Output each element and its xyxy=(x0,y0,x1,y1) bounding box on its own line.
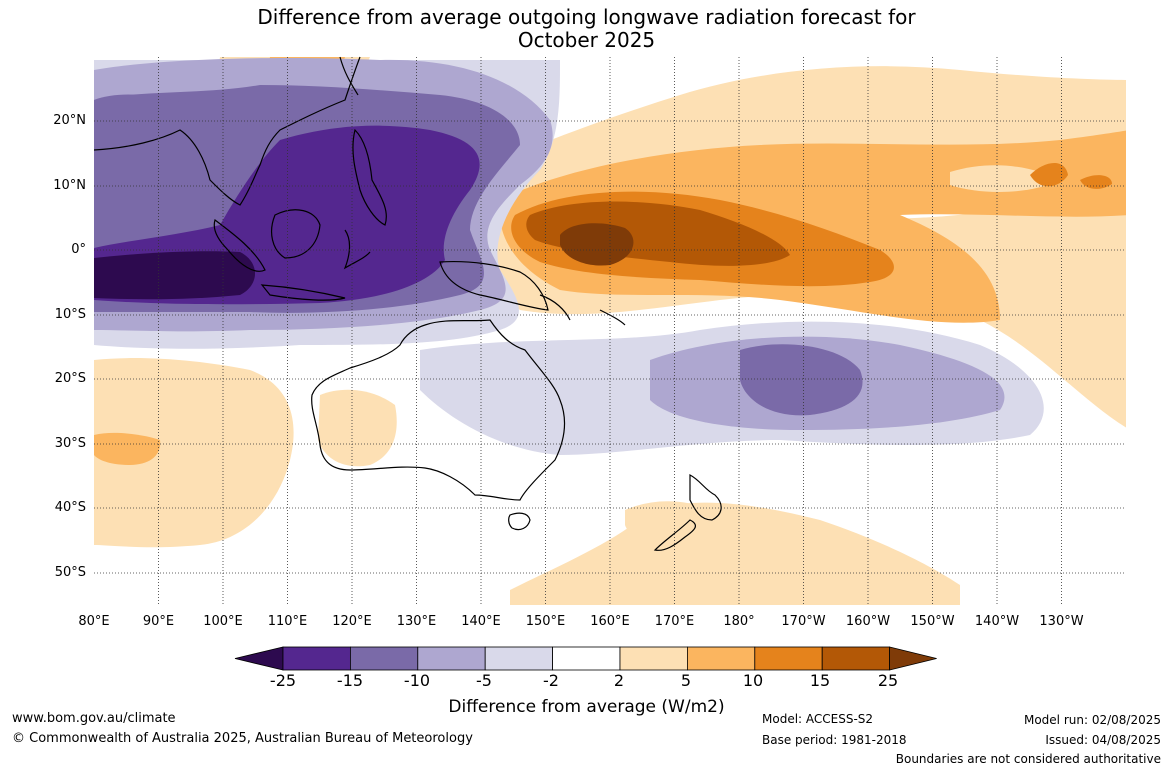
lon-label-160w: 160°W xyxy=(845,614,891,629)
colorbar-swatch-9 xyxy=(821,646,891,671)
anomaly-negative-strong-south xyxy=(740,344,863,416)
colorbar-tick-8: 15 xyxy=(809,671,831,690)
graticule xyxy=(94,57,1126,605)
anomaly-positive-light-nz xyxy=(625,501,731,550)
tasmania-coastline xyxy=(508,512,531,531)
anomaly-positive-medium-sw xyxy=(94,432,161,465)
anomaly-neutral-gap-ne xyxy=(950,165,1060,192)
chart-title-line-1: Difference from average outgoing longwav… xyxy=(257,5,916,29)
colorbar-tick-6: 5 xyxy=(680,671,692,690)
colorbar-swatch-7 xyxy=(687,646,756,671)
lon-label-90e: 90°E xyxy=(142,614,175,629)
anomaly-positive-light-tasman xyxy=(510,502,960,605)
colorbar-label: Difference from average (W/m2) xyxy=(448,697,725,717)
sulawesi-coastline xyxy=(343,229,371,270)
java-coastline xyxy=(260,284,346,301)
japan-coastline xyxy=(339,56,359,96)
lon-label-130e: 130°E xyxy=(396,614,437,629)
colorbar-tick-7: 10 xyxy=(742,671,764,690)
base-period-text: Base period: 1981-2018 xyxy=(762,733,907,747)
lat-label-10n: 10°N xyxy=(53,178,86,193)
lon-label-120e: 120°E xyxy=(332,614,372,629)
lon-label-140w: 140°W xyxy=(974,614,1020,629)
anomaly-positive-extreme-core xyxy=(560,223,634,266)
colorbar-tick-4: -2 xyxy=(543,671,559,690)
anomaly-positive-strong-ne xyxy=(1030,162,1068,187)
colorbar-tick-0: -25 xyxy=(269,671,297,690)
lon-label-130w: 130°W xyxy=(1039,614,1084,629)
lon-label-170e: 170°E xyxy=(654,614,695,629)
sumatra-coastline xyxy=(213,219,266,272)
lon-label-170w: 170°W xyxy=(781,614,826,629)
borneo-coastline xyxy=(271,209,321,259)
anomaly-positive-light-sw xyxy=(94,358,294,548)
lat-label-10s: 10°S xyxy=(54,307,86,322)
boundaries-disclaimer: Boundaries are not considered authoritat… xyxy=(895,752,1161,766)
new-guinea-coastline xyxy=(439,261,549,311)
colorbar-extend-max xyxy=(889,646,937,671)
colorbar-swatch-8 xyxy=(754,646,823,671)
model-text: Model: ACCESS-S2 xyxy=(762,712,874,726)
lon-label-100e: 100°E xyxy=(203,614,243,629)
lat-label-30s: 30°S xyxy=(54,436,86,451)
lat-label-50s: 50°S xyxy=(54,565,86,580)
colorbar-swatches xyxy=(234,646,937,671)
issued-text: Issued: 04/08/2025 xyxy=(1045,733,1161,747)
colorbar-swatch-3 xyxy=(417,646,486,671)
model-run-text: Model run: 02/08/2025 xyxy=(1023,713,1161,727)
colorbar-swatch-4 xyxy=(484,646,554,671)
colorbar-tick-3: -5 xyxy=(476,671,492,690)
philippines-coastline xyxy=(352,128,387,226)
colorbar-tick-5: 2 xyxy=(613,671,625,690)
lon-label-150e: 150°E xyxy=(525,614,566,629)
chart-title-line-2: October 2025 xyxy=(517,28,656,52)
lat-label-40s: 40°S xyxy=(54,500,86,515)
lat-label-0: 0° xyxy=(71,242,86,257)
copyright-text: © Commonwealth of Australia 2025, Austra… xyxy=(12,731,473,746)
colorbar-extend-min xyxy=(234,646,284,671)
australia-coastline xyxy=(311,319,566,501)
anomaly-negative-extreme-core xyxy=(94,251,255,300)
colorbar-swatch-2 xyxy=(349,646,419,671)
website-text: www.bom.gov.au/climate xyxy=(12,711,176,726)
png-islands-coastline xyxy=(539,294,626,326)
lat-label-20s: 20°S xyxy=(54,371,86,386)
anomaly-fill-layer xyxy=(94,57,1126,605)
colorbar-tick-1: -15 xyxy=(336,671,364,690)
colorbar-swatch-1 xyxy=(282,646,351,671)
anomaly-negative-medium-west xyxy=(94,94,191,151)
lon-label-110e: 110°E xyxy=(267,614,308,629)
anomaly-positive-light-australia xyxy=(318,389,397,467)
lon-label-140e: 140°E xyxy=(461,614,501,629)
new-zealand-north-coastline xyxy=(689,474,722,521)
anomaly-positive-strong-ne-2 xyxy=(1080,175,1112,189)
new-zealand-south-coastline xyxy=(653,519,697,551)
lon-label-180: 180° xyxy=(723,614,755,629)
lon-label-80e: 80°E xyxy=(78,614,110,629)
colorbar-swatch-5 xyxy=(552,646,621,671)
lat-label-20n: 20°N xyxy=(53,113,86,128)
colorbar-swatch-6 xyxy=(619,646,688,671)
lon-label-150w: 150°W xyxy=(910,614,955,629)
colorbar-tick-9: 25 xyxy=(877,671,899,690)
lon-label-160e: 160°E xyxy=(590,614,630,629)
colorbar-tick-2: -10 xyxy=(403,671,431,690)
